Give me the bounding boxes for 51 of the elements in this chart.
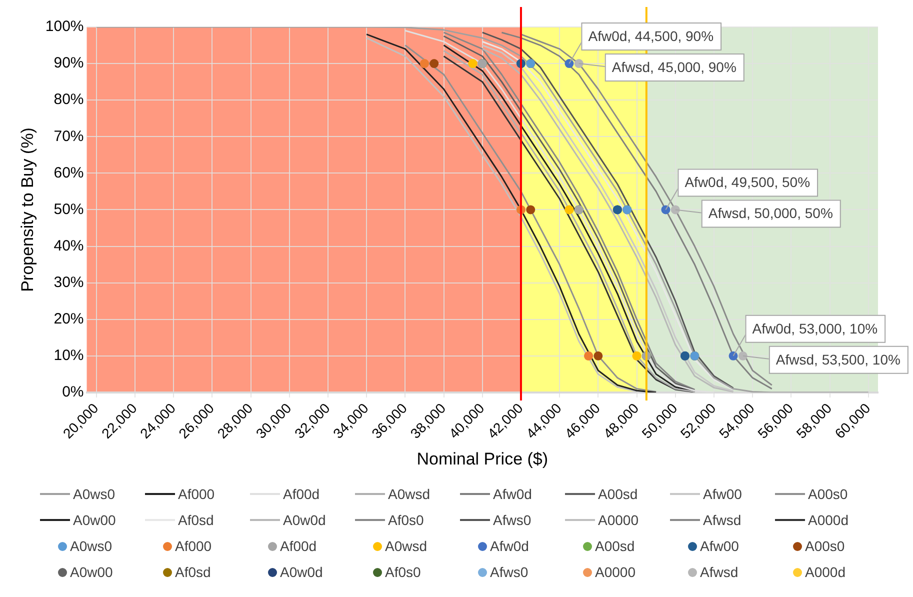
legend-label: Afw00 <box>700 538 739 554</box>
y-tick-label: 100% <box>45 18 84 36</box>
legend-label: A0ws0 <box>73 486 116 502</box>
y-tick-label: 10% <box>54 347 84 364</box>
y-tick-label: 60% <box>54 164 84 182</box>
legend-label: Afwsd <box>703 512 742 528</box>
legend-label: Afws0 <box>493 512 532 528</box>
y-tick-label: 50% <box>54 200 84 218</box>
legend-label: Af0sd <box>175 564 211 580</box>
legend-label: A0wsd <box>388 486 430 502</box>
legend-label: A0w0d <box>280 564 323 580</box>
y-axis-title: Propensity to Buy (%) <box>18 128 37 292</box>
legend-label: A0ws0 <box>70 538 112 554</box>
annotation: Afw0d, 53,000, 10% <box>752 320 878 336</box>
legend-label: Afw00 <box>703 486 742 502</box>
y-tick-label: 30% <box>54 274 84 291</box>
legend-label: Afw0d <box>493 486 532 502</box>
legend-label: A00s0 <box>805 538 845 554</box>
legend-label: Af00d <box>283 486 320 502</box>
legend-label: A0w0d <box>283 512 326 528</box>
legend-label: A0w00 <box>70 564 113 580</box>
legend-label: Af000 <box>175 538 212 554</box>
y-tick-label: 70% <box>54 128 84 145</box>
x-axis-title: Nominal Price ($) <box>416 449 548 468</box>
legend-label: Afw0d <box>490 538 529 554</box>
legend-label: Af000 <box>178 486 215 502</box>
annotation: Afwsd, 53,500, 10% <box>776 351 900 368</box>
legend-label: A0000 <box>595 564 636 580</box>
legend-label: A00s0 <box>808 486 848 502</box>
legend-label: A000d <box>808 512 848 528</box>
y-tick-label: 40% <box>54 237 84 254</box>
legend-label: Af00d <box>280 538 317 554</box>
legend-label: A00sd <box>595 538 635 554</box>
legend-label: Afwsd <box>700 564 738 580</box>
annotation: Afwsd, 50,000, 50% <box>708 205 833 222</box>
y-tick-label: 90% <box>54 54 84 72</box>
annotation: Afw0d, 49,500, 50% <box>684 174 810 190</box>
legend-label: Afws0 <box>490 564 528 580</box>
legend-label: Af0sd <box>178 512 214 528</box>
legend-label: A000d <box>805 564 846 580</box>
legend-label: Af0s0 <box>388 512 424 528</box>
legend-label: A0w00 <box>73 512 116 528</box>
legend-label: A0000 <box>598 512 638 528</box>
annotation: Afwsd, 45,000, 90% <box>612 58 736 75</box>
annotation: Afw0d, 44,500, 90% <box>588 28 714 44</box>
y-tick-label: 0% <box>62 384 84 401</box>
legend-label: A0wsd <box>385 538 428 554</box>
legend-label: Af0s0 <box>385 564 421 580</box>
y-tick-label: 80% <box>54 91 84 108</box>
legend-label: A00sd <box>598 486 638 502</box>
y-tick-label: 20% <box>54 310 84 328</box>
